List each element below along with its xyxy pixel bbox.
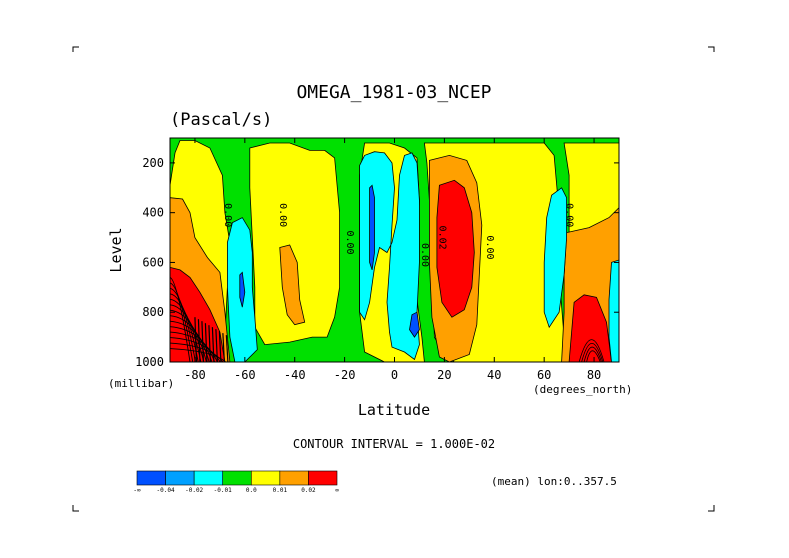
contour-region-red-10 (436, 179, 475, 318)
colorbar-swatch (250, 470, 281, 486)
x-axis-label: Latitude (358, 401, 430, 419)
colorbar-tick-label: -0.02 (185, 487, 203, 494)
colorbar-swatch (222, 470, 252, 486)
contour-line (211, 327, 215, 362)
contour-region-orange-8 (279, 244, 306, 326)
contour-line (581, 342, 604, 362)
x-tick-label: -80 (184, 368, 206, 382)
contour-line (197, 319, 201, 362)
y-tick-label: 800 (142, 305, 164, 319)
contour-line (215, 329, 218, 362)
contour-labels: 0.00 0.00 0.00 0.00 0.02 0.00 0.00 (222, 203, 575, 267)
x-tick-label: 60 (537, 368, 551, 382)
x-tick-label: -20 (334, 368, 356, 382)
y-tick-label: 600 (142, 255, 164, 269)
contour-line (170, 309, 207, 362)
y-axis-units: (millibar) (108, 377, 174, 390)
contour-region-cyan-16 (608, 259, 619, 362)
contour-line (208, 325, 212, 362)
colorbar-tick-label: ∞ (335, 487, 339, 494)
colorbar-swatch (193, 470, 224, 486)
contour-label: 0.00 (222, 203, 233, 227)
colorbar-tick-label: -0.01 (214, 487, 232, 494)
colorbar-swatch (279, 470, 309, 486)
y-axis: 200 400 600 800 1000 (135, 156, 619, 369)
contour-region-blue-19 (409, 311, 420, 338)
contour-line (578, 339, 605, 362)
colorbar-tick-label: -∞ (133, 487, 141, 494)
colorbar-swatch (165, 470, 195, 486)
crop-mark-bottom-right (708, 505, 715, 512)
colorbar: -∞ -0.04 -0.02 -0.01 0.0 0.01 0.02 ∞ (133, 470, 339, 494)
x-axis-units: (degrees_north) (533, 383, 632, 396)
contour-line (586, 350, 601, 362)
colorbar-swatch (136, 470, 166, 486)
x-tick-label: -40 (284, 368, 306, 382)
x-tick-label: 20 (437, 368, 451, 382)
x-tick-label: 0 (391, 368, 398, 382)
x-tick-label: 40 (487, 368, 501, 382)
colorbar-swatch (308, 470, 338, 486)
crop-mark-top-left (72, 46, 79, 52)
contour-label: 0.02 (436, 226, 447, 250)
contour-line (225, 335, 229, 362)
contour-label: 0.00 (344, 230, 355, 254)
contour-label: 0.00 (564, 203, 575, 227)
contour-line (194, 317, 198, 362)
crop-mark-top-right (708, 46, 715, 52)
contour-label: 0.00 (419, 243, 430, 267)
contour-line (218, 331, 222, 362)
y-axis-label: Level (107, 227, 125, 272)
colorbar-tick-label: -0.04 (157, 487, 175, 494)
footnote-mean-lon: (mean) lon:0..357.5 (491, 475, 617, 488)
contour-label: 0.00 (277, 203, 288, 227)
dense-contour-lines (170, 276, 605, 362)
crop-mark-bottom-left (72, 505, 79, 512)
colorbar-tick-label: 0.0 (246, 487, 257, 494)
contour-line (204, 323, 208, 362)
contour-region-red-12 (568, 294, 612, 362)
contour-region-red-7 (170, 266, 226, 362)
x-tick-label: 80 (587, 368, 601, 382)
contour-line (170, 348, 226, 362)
contour-region-blue-17 (369, 184, 375, 271)
contour-line (583, 346, 602, 362)
contour-fill-regions (170, 138, 619, 362)
contour-interval-text: CONTOUR INTERVAL = 1.000E-02 (293, 437, 495, 451)
contour-line (222, 333, 225, 362)
chart-subtitle: (Pascal/s) (170, 110, 272, 130)
corner-marks (72, 46, 715, 512)
colorbar-tick-label: 0.02 (301, 487, 316, 494)
y-tick-label: 1000 (135, 355, 164, 369)
x-axis: -80 -60 -40 -20 0 20 40 60 80 (184, 138, 601, 382)
contour-label: 0.00 (484, 235, 495, 259)
contour-region-cyan-15 (543, 187, 567, 329)
contour-region-blue-18 (239, 271, 246, 308)
x-tick-label: -60 (234, 368, 256, 382)
y-tick-label: 200 (142, 156, 164, 170)
y-tick-label: 400 (142, 206, 164, 220)
colorbar-tick-label: 0.01 (273, 487, 288, 494)
contour-region-yellow-2 (249, 142, 341, 346)
chart-title: OMEGA_1981-03_NCEP (296, 82, 491, 103)
contour-line (201, 321, 205, 362)
contour-line (170, 326, 216, 362)
